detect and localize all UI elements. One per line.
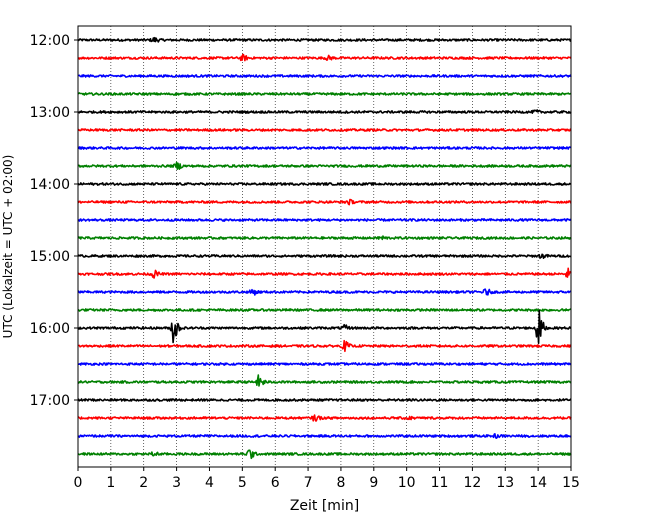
trace-line xyxy=(77,267,572,279)
trace-line xyxy=(77,36,572,43)
y-axis-label: UTC (Lokalzeit = UTC + 02:00) xyxy=(1,155,15,339)
trace-line xyxy=(77,128,572,132)
trace-line xyxy=(77,182,572,186)
x-tick-label: 12 xyxy=(463,475,481,491)
x-tick-label: 8 xyxy=(336,475,345,491)
x-tick-label: 2 xyxy=(139,475,148,491)
trace-line xyxy=(77,288,572,296)
x-tick-label: 7 xyxy=(304,475,313,491)
trace-line xyxy=(77,74,572,78)
x-tick-label: 1 xyxy=(106,475,115,491)
x-tick-label: 10 xyxy=(398,475,416,491)
trace-line xyxy=(77,309,572,344)
trace-line xyxy=(77,449,572,460)
x-tick-label: 3 xyxy=(172,475,181,491)
x-tick-label: 13 xyxy=(496,475,514,491)
x-tick-label: 14 xyxy=(529,475,547,491)
trace-line xyxy=(77,109,572,114)
trace-line xyxy=(77,161,572,170)
x-axis-label: Zeit [min] xyxy=(290,498,359,514)
x-tick-label: 9 xyxy=(369,475,378,491)
y-tick-label: 12:00 xyxy=(30,33,70,49)
trace-line xyxy=(77,198,572,206)
trace-line xyxy=(77,414,572,422)
x-tick-label: 4 xyxy=(205,475,214,491)
axis-ticks: 0 1 2 3 4 5 6 7 8 9 10 11 12 13 14 1512:0013:0014:0015:… xyxy=(30,33,580,491)
trace-line xyxy=(77,362,572,366)
x-tick-label: 0 xyxy=(74,475,83,491)
trace-line xyxy=(77,53,572,62)
x-tick-label: 5 xyxy=(238,475,247,491)
trace-line xyxy=(77,253,572,259)
y-tick-label: 17:00 xyxy=(30,393,70,409)
trace-lines xyxy=(77,36,572,460)
x-tick-label: 6 xyxy=(271,475,280,491)
plot-frame xyxy=(77,25,572,468)
trace-line xyxy=(77,308,572,312)
trace-line xyxy=(77,374,572,387)
trace-line xyxy=(77,398,572,402)
y-tick-label: 13:00 xyxy=(30,105,70,121)
trace-line xyxy=(77,92,572,96)
trace-line xyxy=(77,218,572,222)
trace-line xyxy=(77,235,572,241)
y-tick-label: 14:00 xyxy=(30,177,70,193)
trace-line xyxy=(77,433,572,439)
x-tick-label: 15 xyxy=(562,475,580,491)
x-tick-label: 11 xyxy=(431,475,449,491)
trace-line xyxy=(77,339,572,353)
trace-line xyxy=(77,146,572,150)
y-tick-label: 16:00 xyxy=(30,321,70,337)
y-tick-label: 15:00 xyxy=(30,249,70,265)
